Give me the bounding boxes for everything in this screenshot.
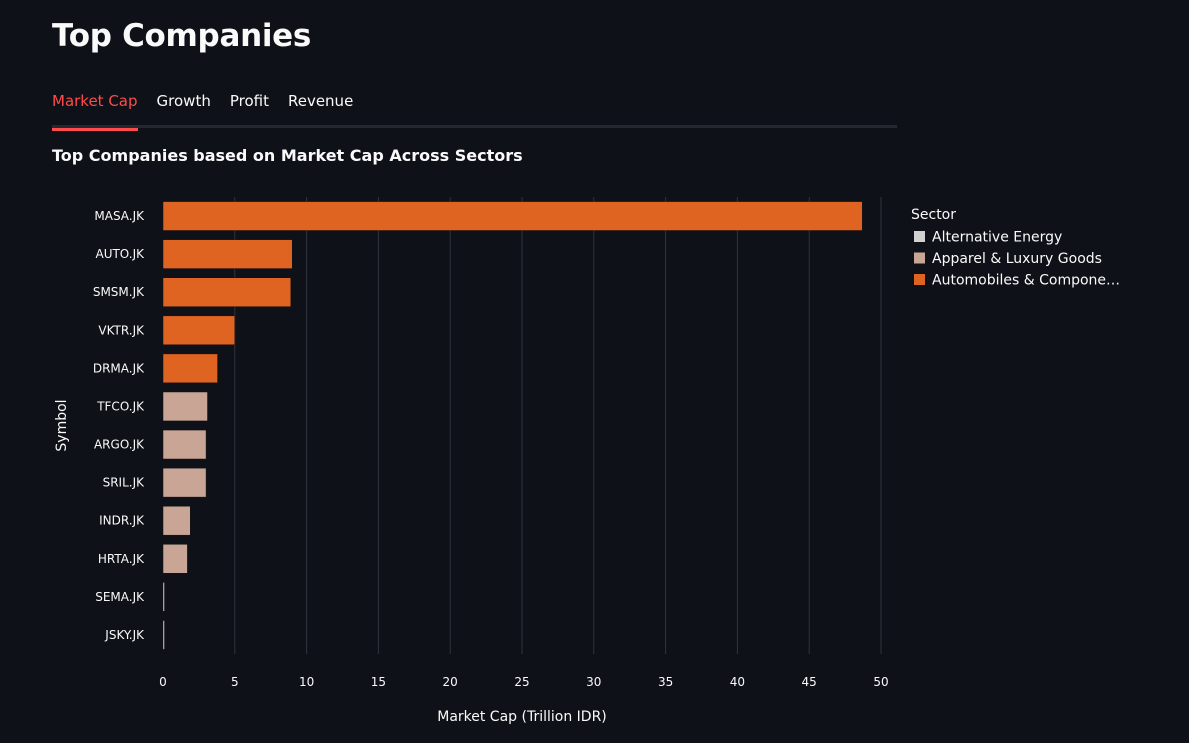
- tab-profit[interactable]: Profit: [229, 92, 269, 110]
- x-axis-title: Market Cap (Trillion IDR): [437, 709, 607, 725]
- y-tick-label: DRMA.JK: [93, 361, 145, 375]
- x-tick-label: 50: [873, 675, 888, 689]
- tab-growth[interactable]: Growth: [156, 92, 211, 110]
- legend-label[interactable]: Automobiles & Compone…: [932, 273, 1120, 289]
- y-tick-label: INDR.JK: [99, 514, 145, 528]
- bar-sril-jk[interactable]: [162, 467, 207, 498]
- legend-swatch: [914, 231, 925, 242]
- x-tick-labels: 0 5 10 15 20 25 30 35 40 45 50: [159, 675, 888, 689]
- y-tick-label: HRTA.JK: [98, 552, 145, 566]
- y-tick-label: SMSM.JK: [93, 285, 145, 299]
- x-tick-label: 35: [658, 675, 673, 689]
- y-tick-label: AUTO.JK: [95, 247, 145, 261]
- bar-masa-jk[interactable]: [162, 201, 863, 231]
- legend-swatch: [914, 252, 925, 264]
- x-tick-label: 30: [586, 675, 601, 689]
- x-tick-label: 40: [730, 675, 745, 689]
- bar-argo-jk[interactable]: [162, 429, 207, 460]
- bar-drma-jk[interactable]: [162, 353, 218, 384]
- y-tick-label: VKTR.JK: [98, 323, 145, 337]
- bar-smsm-jk[interactable]: [162, 277, 292, 307]
- x-tick-label: 20: [443, 675, 458, 689]
- bar-tfco-jk[interactable]: [162, 391, 208, 422]
- chart-title: Top Companies based on Market Cap Across…: [52, 146, 523, 165]
- tab-bar: Market Cap Growth Profit Revenue: [52, 86, 897, 131]
- bar-auto-jk[interactable]: [162, 239, 293, 269]
- bar-vktr-jk[interactable]: [162, 315, 236, 346]
- x-tick-label: 10: [299, 675, 314, 689]
- x-tick-label: 15: [371, 675, 386, 689]
- bar-indr-jk[interactable]: [162, 505, 191, 536]
- y-tick-label: MASA.JK: [94, 209, 145, 223]
- y-tick-label: SRIL.JK: [103, 476, 146, 490]
- bars: [162, 201, 863, 650]
- tab-revenue[interactable]: Revenue: [287, 92, 354, 110]
- y-tick-labels: MASA.JK AUTO.JK SMSM.JK VKTR.JK DRMA.JK TFCO.…: [93, 209, 145, 642]
- x-tick-label: 0: [159, 675, 167, 689]
- y-tick-label: JSKY.JK: [104, 628, 145, 642]
- legend: Sector Alternative Energy Apparel & Luxur…: [911, 207, 1120, 289]
- y-tick-label: TFCO.JK: [96, 399, 145, 413]
- tab-market-cap[interactable]: Market Cap: [52, 86, 138, 131]
- legend-label[interactable]: Apparel & Luxury Goods: [932, 251, 1102, 267]
- bar-sema-jk[interactable]: [162, 582, 165, 612]
- legend-label[interactable]: Alternative Energy: [932, 230, 1062, 246]
- y-tick-label: SEMA.JK: [95, 590, 145, 604]
- x-tick-label: 25: [514, 675, 529, 689]
- bar-hrta-jk[interactable]: [162, 544, 188, 574]
- legend-title: Sector: [911, 207, 956, 223]
- bar-jsky-jk[interactable]: [162, 620, 165, 650]
- page-title: Top Companies: [52, 18, 312, 54]
- x-tick-label: 5: [231, 675, 239, 689]
- grid-lines: [234, 197, 882, 654]
- x-tick-label: 45: [802, 675, 817, 689]
- legend-swatch: [914, 274, 925, 285]
- y-tick-label: ARGO.JK: [94, 438, 145, 452]
- y-axis-title: Symbol: [54, 399, 70, 451]
